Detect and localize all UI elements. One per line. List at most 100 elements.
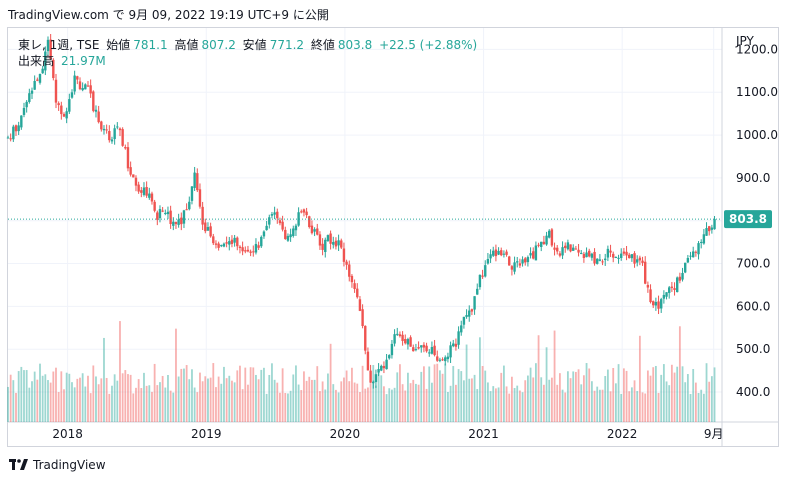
- candle-body: [556, 247, 559, 252]
- volume-bar: [678, 326, 681, 422]
- volume-bar: [500, 372, 503, 422]
- volume-bar: [151, 391, 153, 422]
- candle-body: [86, 85, 90, 87]
- volume-bar: [465, 344, 468, 422]
- candle-body: [636, 259, 639, 263]
- volume-bar: [121, 373, 124, 422]
- chart-frame[interactable]: [7, 27, 779, 447]
- volume-bar: [353, 382, 356, 422]
- candle-body: [182, 210, 186, 224]
- candle-body: [705, 228, 708, 236]
- candle-body: [310, 225, 314, 234]
- volume-bar: [12, 380, 15, 422]
- candle-body: [601, 261, 604, 263]
- candle-body: [236, 237, 239, 247]
- tradingview-logo-icon: [9, 459, 28, 470]
- candle-body: [84, 84, 87, 90]
- candle-body: [356, 288, 359, 298]
- candle-body: [673, 288, 676, 290]
- tradingview-brand[interactable]: TradingView: [9, 458, 106, 472]
- candle-body: [129, 167, 132, 175]
- candle-body: [460, 325, 463, 333]
- candle-body: [265, 225, 268, 231]
- volume-bar: [225, 378, 228, 422]
- candle-body: [526, 257, 530, 263]
- volume-bar: [439, 370, 441, 422]
- volume-bar: [289, 390, 292, 422]
- candle-body: [502, 253, 506, 255]
- volume-bar: [212, 363, 215, 422]
- candle-body: [668, 287, 671, 293]
- candle-body: [374, 374, 378, 383]
- candle-body: [44, 51, 47, 71]
- candle-body: [270, 214, 274, 216]
- volume-bar: [31, 381, 33, 422]
- candle-body: [446, 356, 450, 360]
- candle-body: [156, 212, 159, 220]
- volume-bar: [81, 373, 84, 422]
- volume-bar: [649, 375, 652, 422]
- volume-bar: [303, 371, 305, 422]
- y-tick-label: 700.0: [736, 257, 770, 271]
- volume-bar: [97, 384, 100, 422]
- candle-body: [497, 250, 500, 255]
- candle-body: [124, 147, 127, 149]
- volume-bar: [441, 373, 444, 422]
- volume-bar: [604, 376, 607, 422]
- candle-body: [702, 234, 706, 244]
- volume-bar: [127, 374, 129, 422]
- volume-bar: [710, 376, 713, 422]
- volume-bar: [49, 382, 52, 422]
- candle-body: [100, 121, 103, 130]
- volume-bar: [236, 370, 239, 422]
- volume-bar: [612, 368, 615, 422]
- y-tick-label: 1200.0: [736, 42, 778, 56]
- volume-bar: [630, 387, 633, 422]
- volume-bar: [71, 382, 73, 422]
- volume-bar: [372, 365, 375, 422]
- candle-body: [382, 365, 386, 369]
- volume-bar: [452, 366, 455, 422]
- candle-body: [377, 369, 380, 373]
- volume-bar: [201, 381, 204, 422]
- candle-body: [572, 247, 575, 251]
- last-price-badge: [724, 210, 772, 229]
- volume-bar: [697, 392, 700, 422]
- candle-body: [33, 80, 36, 90]
- volume-bar: [153, 363, 156, 422]
- volume-bar: [215, 387, 217, 422]
- volume-bar: [620, 393, 623, 422]
- candle-body: [670, 286, 674, 288]
- volume-bar: [558, 373, 561, 422]
- candle-body: [534, 245, 538, 261]
- volume-bar: [300, 390, 303, 422]
- candle-body: [230, 239, 234, 244]
- volume-bar: [284, 392, 287, 422]
- volume-bar: [524, 380, 527, 422]
- symbol-label[interactable]: 東レ, 1週, TSE: [18, 38, 100, 52]
- low-value: 771.2: [269, 38, 305, 52]
- candle-body: [169, 210, 172, 225]
- candle-body: [625, 251, 628, 256]
- volume-bar: [361, 365, 364, 422]
- candle-body: [142, 187, 146, 195]
- volume-bar: [582, 375, 585, 422]
- candle-body: [313, 229, 316, 232]
- volume-bar: [519, 390, 521, 422]
- candle-body: [585, 252, 588, 258]
- candle-body: [622, 251, 626, 254]
- volume-bar: [292, 374, 295, 422]
- candle-body: [561, 247, 564, 256]
- brand-name: TradingView: [33, 458, 106, 472]
- volume-bar: [329, 343, 332, 422]
- candle-body: [478, 274, 482, 288]
- volume-bar: [340, 381, 343, 422]
- volume-bar: [271, 363, 273, 422]
- candle-body: [329, 233, 332, 244]
- candle-body: [604, 258, 607, 261]
- candle-body: [148, 193, 151, 198]
- volume-bar: [463, 380, 465, 422]
- volume-bar: [351, 367, 353, 422]
- volume-bar: [417, 384, 420, 422]
